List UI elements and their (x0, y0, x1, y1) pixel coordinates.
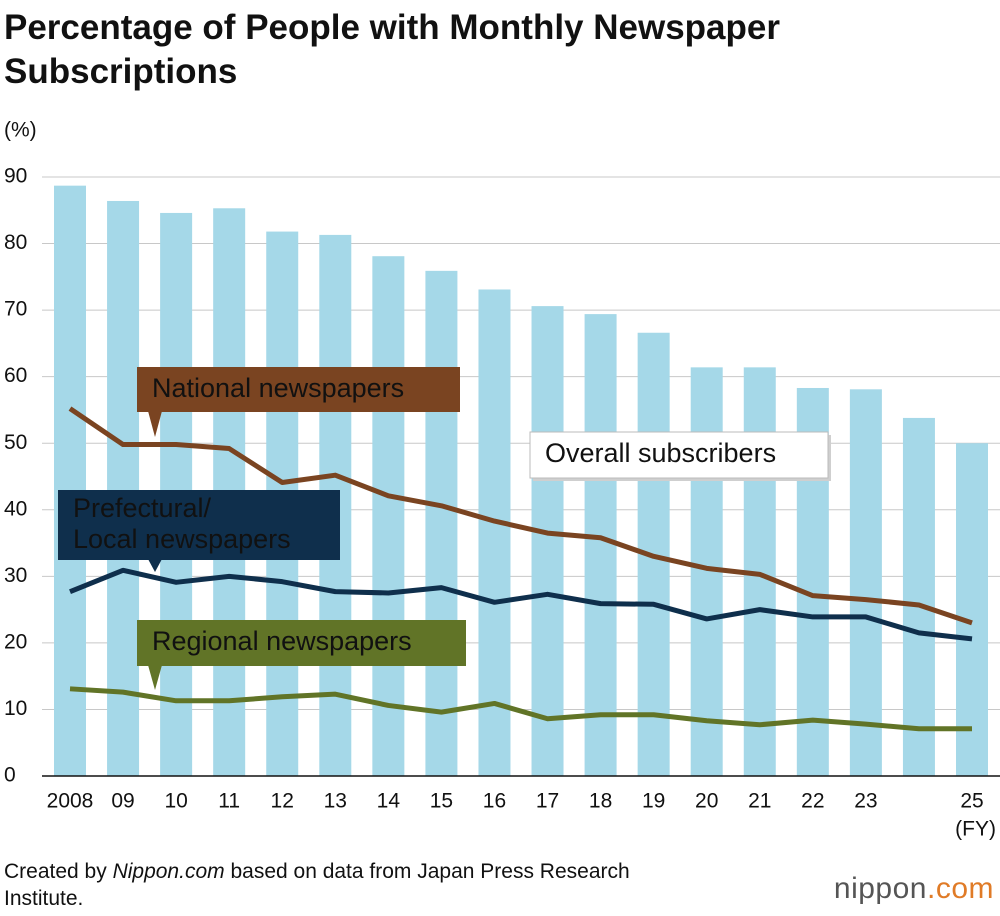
legend-label: Prefectural/Local newspapers (73, 493, 291, 554)
x-tick-label: 20 (695, 790, 718, 813)
y-unit: (%) (4, 119, 37, 142)
x-tick-label: 11 (218, 790, 240, 813)
bar (902, 417, 935, 776)
y-tick-label: 20 (4, 630, 27, 653)
x-tick-label: 13 (324, 790, 347, 813)
x-tick-label: 09 (111, 790, 134, 813)
logo: nippon.com (834, 872, 994, 906)
bar (372, 256, 405, 776)
logo-text: nippon (833, 872, 927, 905)
x-unit: (FY) (955, 818, 996, 841)
y-tick-label: 60 (4, 364, 27, 387)
x-tick-label: 14 (377, 790, 401, 813)
source-text: Created by (4, 860, 113, 883)
legend-label: Overall subscribers (545, 438, 776, 468)
line (69, 686, 972, 732)
source: Created by Nippon.com based on data from… (4, 858, 664, 912)
y-tick-label: 30 (4, 564, 27, 587)
x-tick-label: 23 (854, 790, 877, 813)
x-tick-label: 12 (271, 790, 294, 813)
x-tick-label: 15 (430, 790, 453, 813)
line (69, 567, 973, 642)
y-tick-label: 10 (4, 697, 27, 720)
legend-box (529, 431, 829, 479)
source-text: based on data from Japan Press Research … (4, 860, 630, 910)
source-brand: Nippon.com (112, 860, 225, 883)
x-tick-label: 18 (589, 790, 612, 813)
bar (478, 289, 511, 776)
legend-box (137, 620, 466, 666)
y-tick-label: 0 (4, 764, 16, 787)
bar (107, 200, 140, 776)
legend-pointer (148, 559, 162, 572)
y-tick-label: 90 (4, 165, 27, 188)
legend-label: National newspapers (152, 373, 404, 403)
legend-label: Regional newspapers (152, 626, 412, 656)
bar (584, 314, 617, 776)
x-tick-label: 22 (801, 790, 824, 813)
line (68, 406, 973, 626)
legend-pointer (148, 411, 162, 437)
bar (956, 443, 988, 776)
x-tick-label: 25 (960, 790, 983, 813)
x-tick-label: 21 (748, 790, 771, 813)
logo-text: .com (926, 872, 994, 905)
x-tick-label: 16 (483, 790, 506, 813)
bar (54, 185, 86, 776)
chart-title: Percentage of People with Monthly Newspa… (4, 8, 780, 91)
x-tick-label: 17 (536, 790, 559, 813)
y-tick-label: 50 (4, 431, 27, 454)
y-tick-label: 40 (4, 497, 27, 520)
x-tick-label: 2008 (47, 790, 94, 813)
y-tick-label: 80 (4, 231, 27, 254)
bar (849, 389, 882, 776)
x-tick-label: 19 (642, 790, 665, 813)
x-tick-label: 10 (164, 790, 187, 813)
legend-box (137, 367, 460, 412)
y-tick-label: 70 (4, 298, 27, 321)
legend-pointer (148, 665, 162, 690)
legend-box (58, 490, 340, 560)
bar (531, 306, 564, 776)
bar (425, 270, 458, 776)
